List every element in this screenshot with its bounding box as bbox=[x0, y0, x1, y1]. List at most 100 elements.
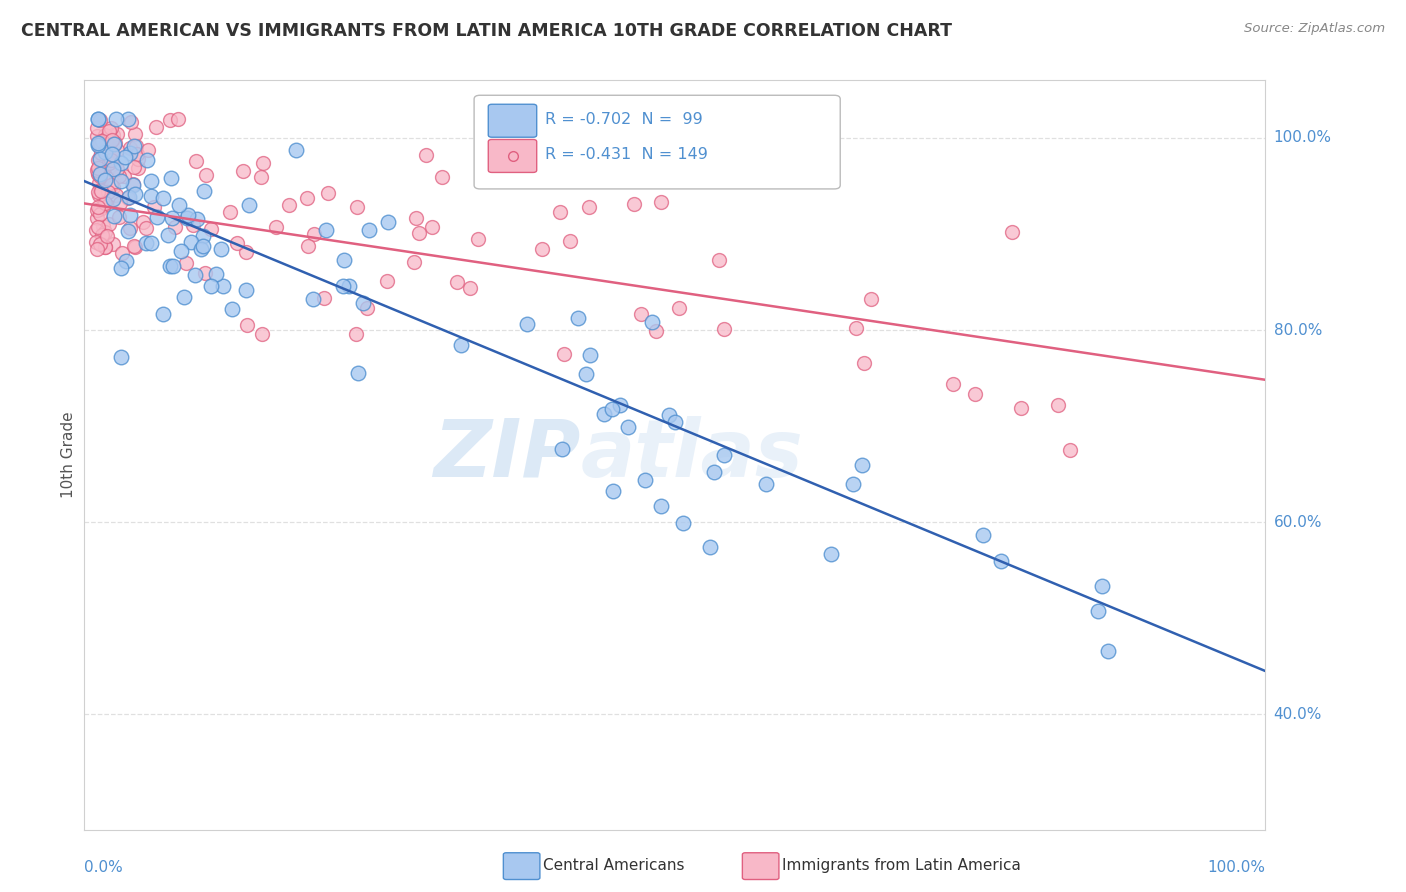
Point bbox=[170, 244, 193, 258]
Point bbox=[650, 500, 672, 514]
Point bbox=[530, 242, 553, 256]
Point bbox=[94, 131, 117, 145]
Point bbox=[117, 190, 139, 204]
Point bbox=[709, 252, 731, 267]
Point bbox=[699, 540, 721, 554]
Point bbox=[264, 219, 287, 234]
Point bbox=[668, 301, 690, 316]
Point bbox=[302, 292, 325, 306]
Point bbox=[100, 144, 122, 158]
Point bbox=[108, 169, 131, 183]
Point bbox=[236, 318, 259, 332]
Point bbox=[820, 547, 842, 561]
Point bbox=[89, 167, 111, 181]
Point bbox=[87, 112, 110, 126]
Point bbox=[89, 188, 111, 202]
Point bbox=[297, 239, 319, 253]
Point bbox=[609, 398, 631, 412]
FancyBboxPatch shape bbox=[474, 95, 841, 189]
Point bbox=[333, 252, 356, 267]
Point bbox=[450, 337, 472, 351]
Point bbox=[90, 150, 112, 164]
Point bbox=[103, 128, 125, 143]
Point bbox=[94, 128, 117, 142]
Point bbox=[312, 291, 335, 305]
Point bbox=[145, 120, 167, 135]
Point bbox=[104, 136, 127, 151]
Point bbox=[845, 321, 868, 335]
Point bbox=[1001, 226, 1024, 240]
Point bbox=[86, 203, 108, 218]
Point bbox=[87, 112, 110, 126]
Point bbox=[346, 201, 368, 215]
Point bbox=[186, 211, 208, 226]
Point bbox=[124, 138, 146, 153]
Point bbox=[181, 218, 204, 232]
Point bbox=[89, 113, 111, 128]
Point bbox=[755, 477, 778, 491]
Point bbox=[851, 458, 873, 472]
Point bbox=[110, 260, 132, 275]
Point bbox=[672, 516, 695, 531]
Point bbox=[1091, 579, 1114, 593]
Point bbox=[89, 237, 111, 252]
Point bbox=[160, 211, 183, 225]
Point bbox=[101, 180, 124, 194]
Point bbox=[103, 162, 125, 177]
Point bbox=[115, 254, 138, 268]
Point bbox=[117, 191, 139, 205]
Point bbox=[842, 477, 865, 491]
Point bbox=[105, 112, 128, 126]
Text: 80.0%: 80.0% bbox=[1274, 323, 1322, 337]
Text: ZIP: ZIP bbox=[433, 416, 581, 494]
Point bbox=[191, 238, 214, 252]
Point bbox=[713, 322, 735, 336]
Point bbox=[159, 112, 181, 127]
Point bbox=[135, 221, 157, 235]
Point bbox=[94, 225, 117, 239]
Point bbox=[94, 145, 117, 159]
Point bbox=[87, 153, 110, 167]
Point bbox=[89, 207, 111, 221]
Point bbox=[551, 442, 574, 456]
Point bbox=[377, 215, 399, 229]
Point bbox=[93, 135, 115, 149]
Text: 0.0%: 0.0% bbox=[84, 860, 124, 875]
Point bbox=[972, 527, 994, 541]
Point bbox=[141, 174, 163, 188]
Point bbox=[90, 146, 112, 161]
Point bbox=[664, 415, 686, 429]
Point bbox=[89, 136, 111, 151]
Point bbox=[232, 164, 254, 178]
Point bbox=[87, 161, 110, 176]
Point bbox=[91, 169, 114, 183]
Point bbox=[93, 198, 115, 212]
Point bbox=[125, 139, 148, 153]
Point bbox=[173, 290, 195, 304]
Point bbox=[200, 222, 222, 236]
Point bbox=[103, 136, 125, 151]
Point bbox=[87, 185, 110, 199]
Point bbox=[127, 152, 149, 166]
Point bbox=[105, 187, 128, 202]
Point bbox=[548, 204, 571, 219]
Point bbox=[159, 170, 181, 185]
Point bbox=[136, 153, 159, 167]
Point bbox=[90, 134, 112, 148]
Point bbox=[162, 259, 184, 273]
Point bbox=[1010, 401, 1032, 416]
Point bbox=[347, 366, 370, 380]
Point bbox=[93, 196, 115, 211]
Point bbox=[101, 236, 124, 251]
Point bbox=[124, 127, 146, 141]
Point bbox=[578, 348, 600, 362]
Point bbox=[467, 232, 489, 246]
Point bbox=[516, 317, 538, 331]
Point bbox=[616, 420, 638, 434]
Point bbox=[176, 256, 198, 270]
Point bbox=[942, 377, 965, 392]
Point bbox=[86, 223, 108, 237]
Point bbox=[225, 235, 247, 250]
Point bbox=[89, 169, 111, 184]
Point bbox=[195, 168, 218, 182]
